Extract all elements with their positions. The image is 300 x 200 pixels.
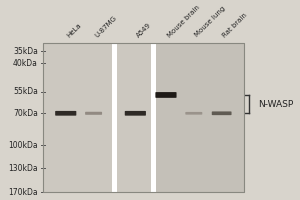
FancyBboxPatch shape — [185, 112, 202, 115]
Text: 40kDa: 40kDa — [13, 59, 38, 68]
FancyBboxPatch shape — [125, 111, 146, 116]
Bar — [112, 43, 117, 192]
FancyBboxPatch shape — [55, 111, 76, 116]
Bar — [44, 43, 113, 192]
Text: A549: A549 — [135, 21, 152, 38]
Bar — [44, 43, 244, 192]
Text: 100kDa: 100kDa — [8, 141, 38, 150]
Text: 170kDa: 170kDa — [8, 188, 38, 197]
Text: U-87MG: U-87MG — [94, 14, 118, 38]
Bar — [155, 43, 244, 192]
Text: Mouse lung: Mouse lung — [194, 6, 226, 38]
Text: 55kDa: 55kDa — [13, 87, 38, 96]
Text: N-WASP: N-WASP — [258, 100, 293, 109]
Bar — [116, 43, 152, 192]
FancyBboxPatch shape — [85, 112, 102, 115]
Bar — [151, 43, 156, 192]
Text: Rat brain: Rat brain — [222, 12, 248, 38]
FancyBboxPatch shape — [212, 111, 232, 115]
Text: 130kDa: 130kDa — [8, 164, 38, 173]
Text: 35kDa: 35kDa — [13, 47, 38, 56]
Text: Mouse brain: Mouse brain — [166, 4, 200, 38]
Text: 70kDa: 70kDa — [13, 109, 38, 118]
FancyBboxPatch shape — [155, 92, 177, 98]
Text: HeLa: HeLa — [66, 22, 83, 38]
